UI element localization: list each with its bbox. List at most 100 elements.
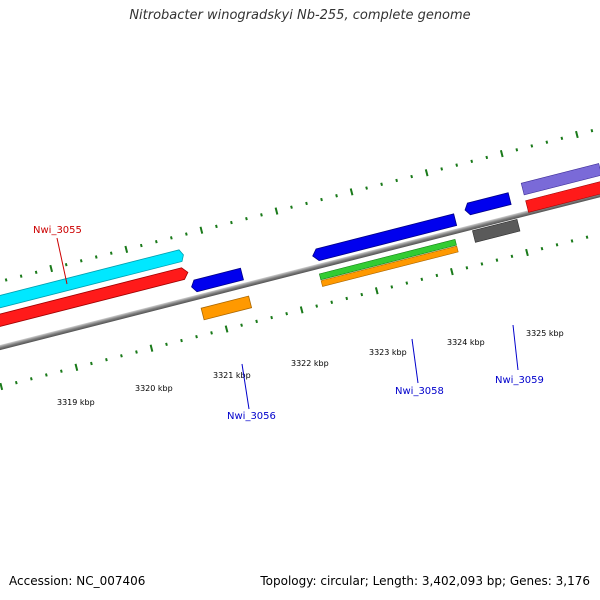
minor-tick <box>19 274 23 278</box>
tick-track-bottom <box>0 235 589 391</box>
minor-tick <box>285 312 288 316</box>
minor-tick <box>94 255 98 259</box>
map-title: Nitrobacter winogradskyi Nb-255, complet… <box>129 8 471 23</box>
gene-label-3055[interactable]: Nwi_3055 <box>33 225 82 236</box>
gene-bar-red-3055[interactable] <box>0 267 189 333</box>
minor-tick <box>79 259 83 263</box>
genome-stats-text: Topology: circular; Length: 3,402,093 bp… <box>260 574 590 588</box>
tick-track-top <box>4 128 594 282</box>
minor-tick <box>230 220 233 225</box>
minor-tick <box>440 167 444 171</box>
minor-tick <box>154 239 158 244</box>
tick-label: 3321 kbp <box>213 371 251 380</box>
major-tick <box>450 267 454 276</box>
gene-arrow-blue-3059[interactable] <box>464 192 512 216</box>
genome-backbone <box>0 181 600 360</box>
gene-arrow-blue-3058[interactable] <box>311 213 458 262</box>
minor-tick <box>120 354 123 358</box>
major-tick <box>199 226 204 234</box>
minor-tick <box>305 201 308 206</box>
minor-tick <box>260 213 263 217</box>
minor-tick <box>465 266 469 270</box>
minor-tick <box>545 140 549 144</box>
minor-tick <box>360 292 364 297</box>
minor-tick <box>90 361 93 366</box>
tick-label: 3319 kbp <box>57 398 95 407</box>
major-tick <box>349 188 354 196</box>
major-tick <box>149 344 154 352</box>
gene-label-3059[interactable]: Nwi_3059 <box>495 375 544 386</box>
minor-tick <box>570 239 574 243</box>
gene-bar-green-3058[interactable] <box>318 238 457 281</box>
minor-tick <box>215 224 218 229</box>
minor-tick <box>135 350 138 354</box>
gene-label-3056[interactable]: Nwi_3056 <box>227 411 276 422</box>
tick-label: 3324 kbp <box>447 338 485 347</box>
minor-tick <box>255 319 258 324</box>
gene-bar-cyan[interactable] <box>0 249 185 316</box>
minor-tick <box>170 236 173 240</box>
major-tick <box>575 130 579 139</box>
gene-bar-orange-3056[interactable] <box>200 295 253 321</box>
minor-tick <box>240 323 243 327</box>
minor-tick <box>34 270 38 275</box>
minor-tick <box>60 369 63 373</box>
major-tick <box>424 169 429 177</box>
major-tick <box>224 325 229 333</box>
minor-tick <box>560 136 564 141</box>
accession-text: Accession: NC_007406 <box>9 574 146 588</box>
gene-arrow-blue-3056[interactable] <box>190 267 244 293</box>
minor-tick <box>345 296 349 301</box>
minor-tick <box>470 159 474 163</box>
minor-tick <box>335 194 338 198</box>
gene-label-3058[interactable]: Nwi_3058 <box>395 386 444 397</box>
minor-tick <box>405 281 409 285</box>
minor-tick <box>435 273 439 278</box>
minor-tick <box>515 148 519 152</box>
tick-label: 3322 kbp <box>291 359 329 368</box>
minor-tick <box>390 285 394 289</box>
minor-tick <box>165 342 168 347</box>
leader-line-3058 <box>411 338 419 384</box>
minor-tick <box>105 357 108 362</box>
minor-tick <box>455 163 459 167</box>
major-tick <box>74 363 79 371</box>
minor-tick <box>14 380 18 385</box>
gene-bar-gray-3059[interactable] <box>472 219 521 243</box>
leader-line-3059 <box>512 324 519 371</box>
minor-tick <box>109 251 113 255</box>
minor-tick <box>410 174 414 179</box>
major-tick <box>499 149 504 158</box>
minor-tick <box>195 334 198 339</box>
minor-tick <box>320 197 323 202</box>
minor-tick <box>420 277 424 281</box>
minor-tick <box>395 178 398 183</box>
minor-tick <box>210 331 213 335</box>
gene-bar-red-right[interactable] <box>525 180 600 213</box>
minor-tick <box>495 258 499 262</box>
major-tick <box>124 245 129 253</box>
minor-tick <box>330 300 334 304</box>
gene-bar-orange-3058[interactable] <box>320 245 459 287</box>
minor-tick <box>180 338 183 343</box>
leader-line-3055 <box>56 237 68 285</box>
minor-tick <box>185 232 188 236</box>
minor-tick <box>510 254 514 259</box>
minor-tick <box>245 217 248 221</box>
minor-tick <box>64 262 68 267</box>
minor-tick <box>540 246 544 251</box>
major-tick <box>49 264 54 273</box>
major-tick <box>525 248 529 257</box>
tick-label: 3323 kbp <box>369 348 407 357</box>
minor-tick <box>380 182 383 186</box>
major-tick <box>374 287 379 295</box>
minor-tick <box>530 144 534 148</box>
minor-tick <box>45 373 48 377</box>
major-tick <box>299 306 304 314</box>
gene-bar-purple[interactable] <box>520 163 600 196</box>
major-tick <box>0 382 4 391</box>
leader-line-3056 <box>241 363 250 410</box>
minor-tick <box>270 315 273 320</box>
minor-tick <box>585 235 589 239</box>
tick-label: 3325 kbp <box>526 329 564 338</box>
